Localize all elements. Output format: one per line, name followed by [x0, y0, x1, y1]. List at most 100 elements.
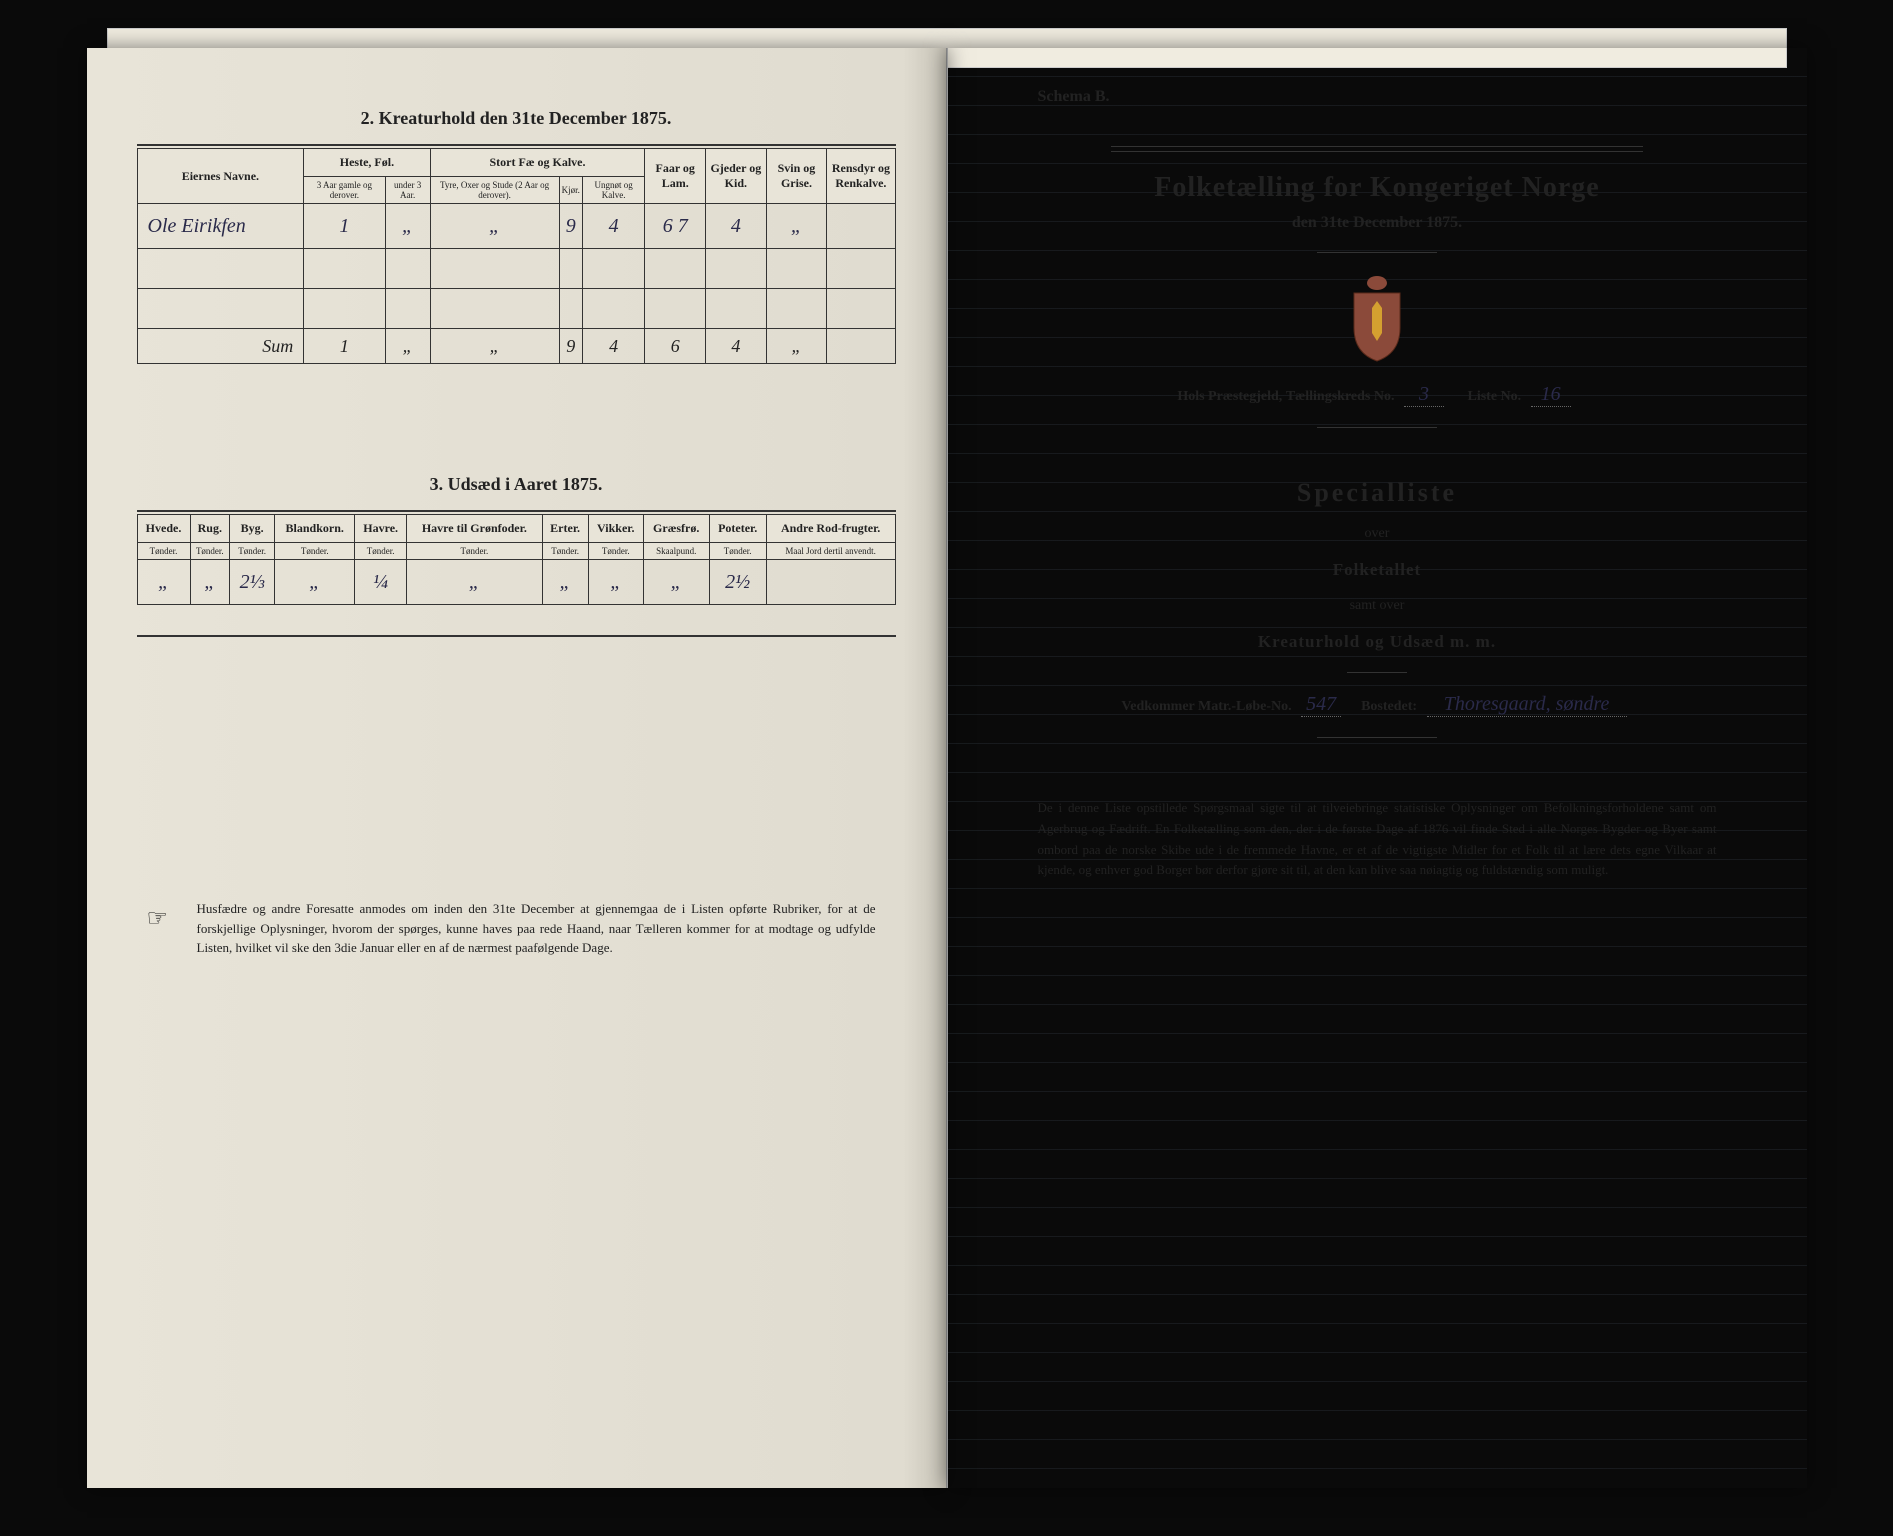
bosted-value: Thoresgaard, søndre: [1427, 693, 1627, 717]
specialliste-title: Specialliste: [998, 478, 1757, 508]
cell: „: [766, 329, 827, 364]
th-potatoes: Poteter.: [709, 515, 766, 543]
cell: „: [643, 560, 709, 605]
cell: 4: [582, 204, 645, 249]
bosted-label: Bostedet:: [1361, 699, 1417, 714]
th-reindeer: Rensdyr og Renkalve.: [827, 149, 895, 204]
th-cattle-sub2: Kjør.: [559, 177, 582, 204]
th-cattle-sub1: Tyre, Oxer og Stude (2 Aar og derover).: [430, 177, 559, 204]
th-wheat: Hvede.: [137, 515, 190, 543]
footnote-text: Husfædre og andre Foresatte anmodes om i…: [197, 901, 876, 955]
book-spread: 2. Kreaturhold den 31te December 1875. E…: [87, 48, 1807, 1488]
cell: 2½: [709, 560, 766, 605]
cell: 9: [559, 329, 582, 364]
livestock-table: Eiernes Navne. Heste, Føl. Stort Fæ og K…: [137, 148, 896, 364]
cell: „: [385, 329, 430, 364]
matr-label: Vedkommer Matr.-Løbe-No.: [1121, 699, 1291, 714]
divider: [1317, 252, 1437, 253]
cell: „: [385, 204, 430, 249]
cell: 4: [582, 329, 645, 364]
table-row: Ole Eirikfen 1 „ „ 9 4 6 7 4 „: [137, 204, 895, 249]
cell: „: [542, 560, 588, 605]
unit: Tønder.: [407, 543, 542, 560]
th-mixed: Blandkorn.: [275, 515, 355, 543]
census-subtitle: den 31te December 1875.: [998, 214, 1757, 232]
unit: Tønder.: [542, 543, 588, 560]
cell: 6 7: [645, 204, 706, 249]
cell: 4: [706, 329, 767, 364]
cell: „: [407, 560, 542, 605]
spec-samt: samt over: [998, 598, 1757, 614]
th-oats: Havre.: [355, 515, 407, 543]
cell: „: [766, 204, 827, 249]
section3-title: 3. Udsæd i Aaret 1875.: [137, 474, 896, 495]
list-value: 16: [1531, 383, 1571, 407]
sum-row: Sum 1 „ „ 9 4 6 4 „: [137, 329, 895, 364]
unit: Tønder.: [355, 543, 407, 560]
unit: Tønder.: [190, 543, 230, 560]
th-pigs: Svin og Grise.: [766, 149, 827, 204]
right-page: Schema B. Folketælling for Kongeriget No…: [947, 48, 1807, 1488]
cell: 6: [645, 329, 706, 364]
cell: „: [588, 560, 643, 605]
schema-label: Schema B.: [1038, 88, 1757, 106]
cell: „: [430, 329, 559, 364]
th-cattle-sub3: Ungnøt og Kalve.: [582, 177, 645, 204]
th-oats-green: Havre til Grønfoder.: [407, 515, 542, 543]
instruction-text: De i denne Liste opstillede Spørgsmaal s…: [998, 798, 1757, 881]
cell-owner: Ole Eirikfen: [137, 204, 304, 249]
th-horses-sub2: under 3 Aar.: [385, 177, 430, 204]
th-barley: Byg.: [230, 515, 275, 543]
cell: [766, 560, 895, 605]
unit: Tønder.: [137, 543, 190, 560]
cell: 9: [559, 204, 582, 249]
section2-title: 2. Kreaturhold den 31te December 1875.: [137, 108, 896, 129]
sum-label: Sum: [137, 329, 304, 364]
cell: 1: [304, 329, 385, 364]
unit: Tønder.: [230, 543, 275, 560]
spec-folketallet: Folketallet: [998, 560, 1757, 580]
th-horses: Heste, Føl.: [304, 149, 430, 177]
th-other: Andre Rod-frugter.: [766, 515, 895, 543]
cell: „: [275, 560, 355, 605]
th-goats: Gjeder og Kid.: [706, 149, 767, 204]
census-title: Folketælling for Kongeriget Norge: [998, 172, 1757, 204]
th-cattle: Stort Fæ og Kalve.: [430, 149, 645, 177]
divider: [1317, 737, 1437, 738]
cell: 2⅓: [230, 560, 275, 605]
district-value: 3: [1404, 383, 1444, 407]
th-owner: Eiernes Navne.: [137, 149, 304, 204]
spec-kreatur: Kreaturhold og Udsæd m. m.: [998, 632, 1757, 652]
cell: [827, 329, 895, 364]
divider: [1347, 672, 1407, 673]
left-page: 2. Kreaturhold den 31te December 1875. E…: [87, 48, 947, 1488]
unit: Tønder.: [588, 543, 643, 560]
parish-district-line: Hols Præstegjeld, Tællingskreds No. 3 Li…: [998, 383, 1757, 407]
cell: [827, 204, 895, 249]
th-grass: Græsfrø.: [643, 515, 709, 543]
table-row: [137, 289, 895, 329]
sowing-table: Hvede. Rug. Byg. Blandkorn. Havre. Havre…: [137, 514, 896, 605]
th-vetches: Vikker.: [588, 515, 643, 543]
unit: Maal Jord dertil anvendt.: [766, 543, 895, 560]
cell: „: [190, 560, 230, 605]
unit: Tønder.: [275, 543, 355, 560]
list-label: Liste No.: [1467, 389, 1521, 404]
pointing-hand-icon: ☞: [147, 901, 169, 937]
district-label: Tællingskreds No.: [1286, 389, 1395, 404]
divider: [1317, 427, 1437, 428]
spec-over: over: [998, 526, 1757, 542]
th-sheep: Faar og Lam.: [645, 149, 706, 204]
cell: ¼: [355, 560, 407, 605]
th-peas: Erter.: [542, 515, 588, 543]
unit: Tønder.: [709, 543, 766, 560]
table-row: [137, 249, 895, 289]
cell: 1: [304, 204, 385, 249]
cell: „: [430, 204, 559, 249]
th-horses-sub1: 3 Aar gamle og derover.: [304, 177, 385, 204]
unit: Skaalpund.: [643, 543, 709, 560]
coat-of-arms-icon: [1342, 273, 1412, 363]
cell: 4: [706, 204, 767, 249]
th-rye: Rug.: [190, 515, 230, 543]
table-row: „ „ 2⅓ „ ¼ „ „ „ „ 2½: [137, 560, 895, 605]
